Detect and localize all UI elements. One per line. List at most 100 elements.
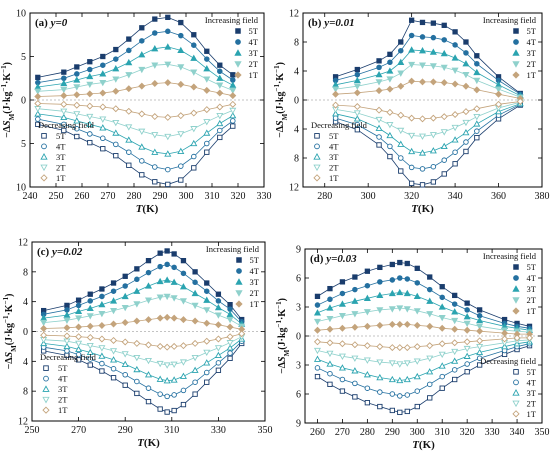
increasing-point-2T [375, 79, 383, 86]
increasing-legend-marker-4T [236, 268, 242, 274]
increasing-point-2T [86, 81, 94, 89]
increasing-legend-marker-3T [512, 49, 520, 56]
increasing-point-4T [171, 264, 177, 271]
increasing-legend-marker-3T [235, 278, 243, 285]
decreasing-point-4T [75, 351, 82, 358]
decreasing-point-5T [178, 177, 184, 183]
increasing-legend-label-5T: 5T [250, 255, 260, 265]
decreasing-point-4T [426, 381, 433, 388]
increasing-point-1T [138, 82, 146, 90]
decreasing-point-5T [204, 149, 210, 155]
increasing-point-2T [191, 302, 199, 310]
decreasing-point-1T [163, 343, 171, 351]
decreasing-legend-marker-5T [314, 133, 320, 139]
increasing-point-4T [110, 288, 117, 294]
increasing-point-4T [139, 38, 145, 44]
increasing-point-5T [171, 251, 177, 257]
increasing-point-1T [156, 314, 164, 322]
decreasing-point-4T [152, 164, 158, 170]
decreasing-point-1T [397, 111, 405, 119]
increasing-point-5T [204, 280, 210, 286]
decreasing-legend-label-4T: 4T [527, 377, 537, 387]
increasing-point-1T [397, 82, 405, 90]
decreasing-point-1T [426, 342, 434, 350]
x-tick-label: 310 [164, 425, 179, 436]
decreasing-legend-marker-4T [43, 375, 49, 382]
increasing-point-1T [229, 92, 237, 100]
increasing-legend-marker-5T [513, 264, 519, 270]
increasing-point-1T [63, 324, 71, 332]
increasing-legend-marker-4T [513, 39, 519, 45]
decreasing-point-5T [314, 373, 321, 380]
panel-label: (c) y=0.02 [37, 246, 83, 258]
increasing-point-1T [440, 79, 448, 87]
increasing-point-5T [327, 285, 333, 292]
decreasing-point-5T [110, 375, 117, 381]
increasing-point-4T [364, 282, 371, 289]
increasing-point-4T [414, 280, 421, 286]
increasing-point-1T [216, 89, 224, 97]
decreasing-point-1T [133, 339, 141, 347]
decreasing-point-3T [133, 365, 141, 373]
increasing-point-5T [377, 264, 383, 271]
decreasing-point-2T [388, 360, 396, 367]
decreasing-point-1T [388, 344, 396, 352]
x-tick-label: 300 [179, 191, 194, 202]
increasing-point-3T [418, 47, 427, 54]
decreasing-point-4T [74, 125, 80, 132]
increasing-point-2T [99, 79, 107, 87]
x-tick-label: 340 [510, 427, 525, 438]
increasing-legend-title: Increasing field [483, 251, 537, 261]
increasing-point-3T [476, 316, 484, 324]
decreasing-point-2T [226, 340, 234, 347]
increasing-legend-marker-2T [512, 297, 520, 304]
increasing-legend-label-2T: 2T [527, 59, 537, 69]
decreasing-point-3T [121, 360, 129, 367]
increasing-point-4T [152, 30, 158, 36]
increasing-point-3T [386, 67, 394, 74]
decreasing-point-4T [451, 367, 458, 373]
decreasing-point-4T [164, 393, 170, 400]
increasing-point-3T [203, 65, 211, 72]
increasing-point-1T [121, 319, 129, 327]
increasing-point-3T [216, 74, 224, 81]
increasing-point-5T [145, 257, 152, 264]
increasing-point-1T [86, 322, 94, 330]
decreasing-point-4T [352, 380, 358, 387]
decreasing-point-3T [426, 368, 434, 375]
increasing-point-4T [387, 59, 393, 66]
decreasing-point-5T [191, 165, 197, 171]
decreasing-point-2T [451, 124, 459, 132]
decreasing-point-5T [122, 382, 128, 388]
panel-b: 280 300 320 340 360 380 4 8 12 0 4 8 12 (b) y=0.01 Inc… [273, 9, 550, 216]
increasing-point-2T [138, 66, 146, 74]
decreasing-point-1T [462, 108, 470, 116]
increasing-legend-marker-1T [234, 71, 242, 79]
increasing-point-2T [326, 315, 334, 323]
increasing-point-4T [452, 42, 458, 48]
decreasing-legend-marker-5T [513, 369, 519, 375]
decreasing-point-1T [476, 337, 484, 345]
decreasing-point-2T [386, 121, 394, 129]
increasing-legend-label-5T: 5T [527, 262, 537, 272]
increasing-point-1T [75, 323, 83, 331]
decreasing-point-1T [238, 330, 246, 338]
increasing-point-5T [134, 266, 140, 272]
increasing-point-4T [463, 50, 469, 56]
increasing-point-5T [164, 248, 170, 254]
decreasing-point-3T [313, 355, 321, 362]
decreasing-point-5T [387, 153, 393, 160]
decreasing-point-5T [74, 133, 80, 140]
decreasing-point-2T [338, 353, 346, 360]
increasing-legend-label-1T: 1T [527, 70, 537, 80]
increasing-point-4T [164, 261, 170, 268]
y-axis-title: −ΔSM(J·kg−1·K−1) [0, 62, 16, 138]
x-tick-label: 310 [435, 427, 450, 438]
decreasing-point-2T [60, 108, 68, 115]
decreasing-point-3T [203, 129, 211, 136]
increasing-point-3T [191, 289, 199, 297]
y-tick-label: 6 [296, 274, 301, 285]
decreasing-point-4T [87, 356, 94, 362]
decreasing-legend-title: Decreasing field [38, 120, 95, 130]
decreasing-point-3T [326, 360, 334, 367]
